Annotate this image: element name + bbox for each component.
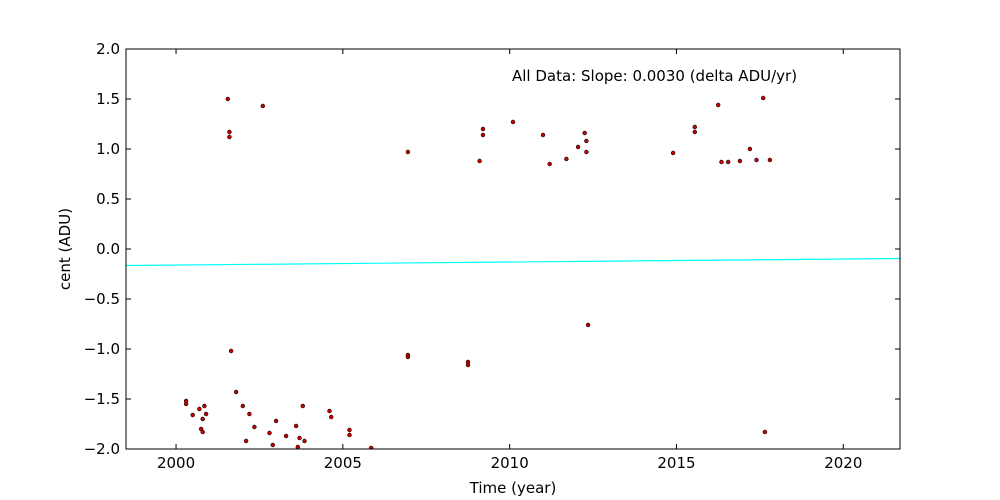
x-tick-label: 2005 bbox=[324, 454, 362, 472]
data-point bbox=[762, 429, 768, 435]
data-point bbox=[670, 150, 676, 156]
y-tick-label: 2.0 bbox=[96, 40, 120, 58]
x-tick-label: 2010 bbox=[491, 454, 529, 472]
data-point bbox=[302, 438, 307, 444]
data-point bbox=[329, 414, 334, 420]
data-points bbox=[183, 95, 773, 449]
data-point bbox=[564, 156, 569, 162]
data-point bbox=[200, 429, 205, 435]
data-point bbox=[273, 418, 279, 424]
data-point bbox=[747, 146, 753, 152]
data-point bbox=[369, 445, 374, 449]
y-tick-label: −0.5 bbox=[84, 290, 120, 308]
fit-line bbox=[126, 257, 900, 267]
data-point bbox=[295, 444, 300, 449]
y-tick-label: 1.0 bbox=[96, 140, 120, 158]
data-point bbox=[267, 430, 272, 436]
data-point bbox=[293, 423, 299, 429]
data-point bbox=[754, 157, 759, 163]
y-axis-label: cent (ADU) bbox=[56, 208, 74, 290]
data-point bbox=[243, 438, 249, 444]
x-tick-label: 2000 bbox=[157, 454, 195, 472]
y-tick-label: 1.5 bbox=[96, 90, 120, 108]
slope-annotation: All Data: Slope: 0.0030 (delta ADU/yr) bbox=[512, 67, 797, 85]
data-point bbox=[183, 398, 189, 404]
data-point bbox=[760, 95, 766, 101]
data-point bbox=[300, 403, 305, 409]
data-point bbox=[405, 149, 411, 155]
data-point bbox=[227, 129, 232, 135]
data-point bbox=[347, 427, 352, 433]
data-point bbox=[297, 435, 302, 441]
fit-line-layer bbox=[126, 257, 900, 267]
y-tick-label: −2.0 bbox=[84, 440, 120, 458]
data-point bbox=[327, 408, 332, 414]
data-point bbox=[540, 132, 546, 138]
data-point bbox=[405, 354, 411, 360]
data-point bbox=[510, 119, 516, 125]
data-point bbox=[692, 129, 697, 135]
data-point bbox=[584, 138, 589, 144]
data-point bbox=[247, 411, 252, 417]
data-point bbox=[737, 158, 743, 164]
data-point bbox=[202, 403, 207, 409]
data-point bbox=[477, 158, 482, 164]
y-tick-label: 0.5 bbox=[96, 190, 120, 208]
x-tick-label: 2020 bbox=[824, 454, 862, 472]
data-point bbox=[228, 348, 234, 354]
data-point bbox=[233, 389, 239, 395]
plot-area bbox=[126, 49, 900, 449]
data-point bbox=[575, 144, 581, 150]
y-tick-label: 0.0 bbox=[96, 240, 120, 258]
data-point bbox=[197, 406, 202, 412]
data-point bbox=[480, 126, 486, 132]
data-point bbox=[692, 124, 697, 130]
data-point bbox=[465, 362, 471, 368]
data-point bbox=[240, 403, 246, 409]
y-tick-label: −1.5 bbox=[84, 390, 120, 408]
axis-ticks: 2000 2005 2010 2015 2020 −2.0 −1.5 −1.0 −0.5 0.0 0… bbox=[84, 40, 900, 472]
data-point bbox=[203, 411, 209, 417]
data-point bbox=[725, 159, 731, 165]
data-point bbox=[200, 416, 205, 422]
data-point bbox=[225, 96, 231, 102]
data-point bbox=[715, 102, 721, 108]
data-point bbox=[252, 424, 257, 430]
data-point bbox=[283, 433, 289, 439]
data-point bbox=[767, 157, 773, 163]
data-point bbox=[480, 132, 486, 138]
x-tick-label: 2015 bbox=[657, 454, 695, 472]
x-axis-label: Time (year) bbox=[469, 479, 557, 497]
data-point bbox=[547, 161, 552, 167]
data-point bbox=[270, 442, 275, 448]
data-point bbox=[260, 103, 265, 109]
data-point bbox=[347, 432, 352, 438]
y-tick-label: −1.0 bbox=[84, 340, 120, 358]
data-point bbox=[584, 149, 589, 155]
data-point bbox=[190, 412, 195, 418]
data-point bbox=[582, 130, 587, 136]
data-point bbox=[719, 159, 724, 165]
data-point bbox=[585, 322, 591, 328]
data-point bbox=[227, 134, 232, 140]
